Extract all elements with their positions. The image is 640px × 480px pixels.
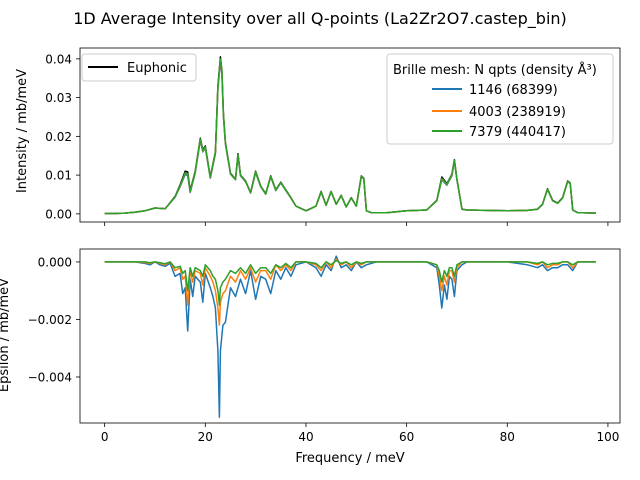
bottom-ytick-label-2: −0.004 [28, 370, 72, 384]
legend-euphonic-label: Euphonic [127, 61, 187, 76]
bottom-xtick-label-100: 100 [596, 430, 619, 444]
top-ytick-label-0: 0.00 [45, 207, 72, 221]
legend-brille-title: Brille mesh: N qpts (density Å³) [393, 62, 597, 78]
legend-euphonic: Euphonic [81, 53, 197, 82]
bottom-xtick-label-60: 60 [399, 430, 414, 444]
top-ytick-label-1: 0.01 [45, 169, 72, 183]
legend-brille-frame [386, 53, 614, 145]
bottom-xtick-label-20: 20 [198, 430, 213, 444]
top-ytick-label-4: 0.04 [45, 52, 72, 66]
bottom-panel: 0 20 40 60 80 100 0.000 −0.002 −0.004 [28, 248, 621, 444]
top-series-line-7379 [104, 58, 596, 215]
top-ytick-label-2: 0.02 [45, 130, 72, 144]
legend-series-4003-label: 4003 (238919) [469, 105, 566, 120]
bottom-xtick-label-80: 80 [500, 430, 515, 444]
bottom-ylabel: Epsilon / mb/meV [0, 278, 12, 392]
top-panel: 0.00 0.01 0.02 0.03 0.04 [45, 47, 621, 226]
top-ylabel: Intensity / mb/meV [15, 69, 30, 193]
bottom-series-line-7379 [104, 259, 596, 306]
legend-series-7379-label: 7379 (440417) [469, 125, 566, 140]
top-ytick-label-3: 0.03 [45, 91, 72, 105]
bottom-axes-frame [79, 248, 621, 424]
bottom-xtick-label-40: 40 [298, 430, 313, 444]
top-axes-frame [79, 47, 621, 223]
bottom-ytick-label-1: −0.002 [28, 313, 72, 327]
legend-brille: Brille mesh: N qpts (density Å³) 1146 (6… [386, 53, 614, 145]
bottom-ytick-label-0: 0.000 [38, 255, 72, 269]
legend-euphonic-frame [81, 53, 197, 82]
figure-title: 1D Average Intensity over all Q-points (… [73, 9, 567, 29]
bottom-xtick-label-0: 0 [101, 430, 109, 444]
legend-series-1146-label: 1146 (68399) [469, 83, 558, 98]
bottom-xlabel: Frequency / meV [295, 451, 404, 466]
